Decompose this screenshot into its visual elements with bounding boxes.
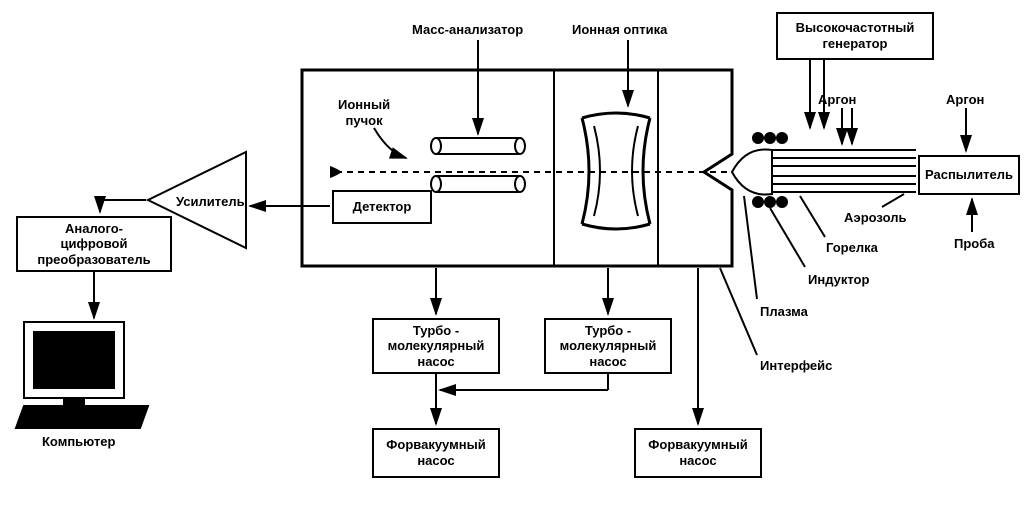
detector-label: Детектор <box>353 199 412 215</box>
ion-optics-lens <box>582 113 650 229</box>
fore-pump-2-box: Форвакуумныйнасос <box>634 428 762 478</box>
torch-label: Горелка <box>826 240 878 256</box>
sample-label: Проба <box>954 236 995 252</box>
adc-box: Аналого-цифровойпреобразователь <box>16 216 172 272</box>
turbo-pump-2-box: Турбо -молекулярныйнасос <box>544 318 672 374</box>
nebulizer-box: Распылитель <box>918 155 1020 195</box>
hf-generator-box: Высокочастотныйгенератор <box>776 12 934 60</box>
fore-pump-1-label: Форвакуумныйнасос <box>386 437 485 468</box>
argon-top-label: Аргон <box>818 92 856 108</box>
interface-label: Интерфейс <box>760 358 832 374</box>
inductor-label: Индуктор <box>808 272 869 288</box>
mass-analyzer-label: Масс-анализатор <box>412 22 523 38</box>
ion-beam-label: Ионныйпучок <box>338 97 390 128</box>
adc-label: Аналого-цифровойпреобразователь <box>37 221 150 268</box>
argon-right-label: Аргон <box>946 92 984 108</box>
fore-pump-1-box: Форвакуумныйнасос <box>372 428 500 478</box>
ion-optics-label: Ионная оптика <box>572 22 667 38</box>
amplifier-label: Усилитель <box>176 194 245 210</box>
computer-label: Компьютер <box>42 434 115 450</box>
nebulizer-label: Распылитель <box>925 167 1013 183</box>
computer-icon <box>16 322 148 428</box>
detector-box: Детектор <box>332 190 432 224</box>
aerosol-label: Аэрозоль <box>844 210 906 226</box>
turbo-pump-1-label: Турбо -молекулярныйнасос <box>388 323 485 370</box>
plasma-label: Плазма <box>760 304 808 320</box>
turbo-pump-1-box: Турбо -молекулярныйнасос <box>372 318 500 374</box>
hf-generator-label: Высокочастотныйгенератор <box>796 20 915 51</box>
mass-analyzer-rods <box>431 138 525 192</box>
turbo-pump-2-label: Турбо -молекулярныйнасос <box>560 323 657 370</box>
torch-assembly <box>732 133 916 207</box>
fore-pump-2-label: Форвакуумныйнасос <box>648 437 747 468</box>
